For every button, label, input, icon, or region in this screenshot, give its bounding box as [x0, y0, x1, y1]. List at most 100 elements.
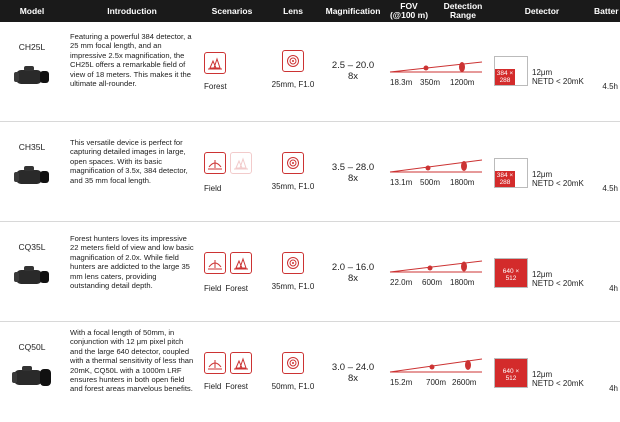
detector-pitch: 12μm	[532, 370, 553, 379]
header-range-line2: Range	[450, 10, 476, 20]
forest-icon	[204, 52, 226, 74]
magnification-zoom: 8x	[347, 173, 359, 184]
model-name: CQ50L	[18, 342, 46, 352]
table-row: CQ50L With a focal length of 50mm, in co…	[0, 322, 620, 422]
fov-value: 15.2m	[390, 378, 413, 387]
lens-spec: 50mm, F1.0	[271, 382, 315, 391]
scenario-label: Forest	[225, 382, 249, 391]
scenarios-cell: Field	[200, 122, 264, 222]
magnification-cell: 2.5 – 20.0 8x	[322, 60, 384, 82]
header-fov: FOV (@100 m)	[384, 0, 434, 22]
scenario-label: Forest	[225, 284, 249, 293]
table-header: Model Introduction Scenarios Lens Magnif…	[0, 0, 620, 22]
magnification-range: 3.0 – 24.0	[331, 362, 375, 373]
model-name: CH25L	[18, 42, 46, 52]
detector-res-line1: 640 ×	[502, 268, 520, 275]
scenario-labels: Forest	[204, 82, 227, 91]
header-introduction: Introduction	[107, 5, 157, 16]
range-mid: 350m	[420, 78, 441, 87]
detector-diagram: 384 × 288	[494, 158, 528, 188]
detection-cone-icon	[389, 61, 483, 73]
scenario-label: Field	[204, 184, 222, 193]
detector-cell: 384 × 288 12μm NETD < 20mK	[492, 22, 592, 122]
detector-specs: 12μm NETD < 20mK	[532, 370, 584, 388]
scenarios-cell: Field Forest	[200, 322, 264, 422]
header-battery: Batter	[594, 5, 619, 16]
header-detection-range: Detection Range	[434, 0, 492, 22]
model-name: CQ35L	[18, 242, 46, 252]
scenarios-cell: Field Forest	[200, 222, 264, 322]
battery-value: 4.5h	[602, 184, 618, 193]
scenario-labels: Field Forest	[204, 284, 248, 293]
lens-icon	[282, 152, 304, 174]
scenario-label: Field	[204, 284, 222, 293]
fov-range-cell: 15.2m 700m 2600m	[386, 322, 488, 422]
battery-value: 4h	[609, 384, 618, 393]
forest-icon	[230, 252, 252, 274]
lens-icon	[282, 252, 304, 274]
detector-diagram: 640 × 512	[494, 358, 528, 388]
detector-res-line2: 512	[505, 275, 517, 282]
scenario-icons	[204, 52, 226, 74]
magnification-zoom: 8x	[347, 273, 359, 284]
detector-specs: 12μm NETD < 20mK	[532, 170, 584, 188]
intro-text: Forest hunters loves its impressive 22 m…	[70, 234, 194, 291]
lens-cell: 35mm, F1.0	[264, 252, 322, 291]
monocular-icon	[14, 166, 49, 184]
range-mid: 500m	[420, 178, 441, 187]
range-mid: 600m	[422, 278, 443, 287]
header-magnification: Magnification	[325, 5, 381, 16]
model-cell: CH25L	[0, 22, 64, 92]
detector-diagram: 384 × 288	[494, 56, 528, 86]
header-model: Model	[19, 5, 45, 16]
detection-cone-icon	[389, 358, 483, 373]
scenario-icons	[204, 252, 252, 274]
table-row: CQ35L Forest hunters loves its impressiv…	[0, 222, 620, 322]
header-lens: Lens	[283, 5, 303, 16]
detector-res-line2: 288	[499, 77, 511, 84]
intro-text: This versatile device is perfect for cap…	[70, 138, 188, 185]
scenario-labels: Field	[204, 184, 221, 193]
detector-netd: NETD < 20mK	[532, 379, 584, 388]
field-icon	[204, 352, 226, 374]
fov-value: 13.1m	[390, 178, 413, 187]
range-max: 1800m	[450, 178, 475, 187]
model-name: CH35L	[18, 142, 46, 152]
detector-cell: 640 × 512 12μm NETD < 20mK	[492, 222, 592, 322]
header-fov-unit: (@100 m)	[389, 10, 429, 20]
intro-text: With a focal length of 50mm, in conjunct…	[70, 328, 194, 394]
magnification-cell: 3.5 – 28.0 8x	[322, 162, 384, 184]
model-cell: CH35L	[0, 122, 64, 192]
battery-value: 4.5h	[602, 82, 618, 91]
forest-icon	[230, 352, 252, 374]
battery-value: 4h	[609, 284, 618, 293]
lens-spec: 25mm, F1.0	[271, 80, 315, 89]
range-max: 1200m	[450, 78, 475, 87]
detector-netd: NETD < 20mK	[532, 279, 584, 288]
detector-chip: 640 × 512	[495, 259, 527, 287]
fov-range-cell: 18.3m 350m 1200m	[386, 22, 488, 122]
scenario-label: Forest	[204, 82, 227, 91]
detector-netd: NETD < 20mK	[532, 179, 584, 188]
detector-res-line1: 384 ×	[496, 70, 514, 77]
magnification-range: 2.5 – 20.0	[331, 60, 375, 71]
header-range-line1: Detection	[443, 1, 483, 11]
monocular-icon	[14, 266, 49, 284]
detector-chip: 640 × 512	[495, 359, 527, 387]
fov-value: 22.0m	[390, 278, 413, 287]
intro-text: Featuring a powerful 384 detector, a 25 …	[70, 32, 192, 89]
magnification-range: 2.0 – 16.0	[331, 262, 375, 273]
detector-netd: NETD < 20mK	[532, 77, 584, 86]
lens-spec: 35mm, F1.0	[271, 282, 315, 291]
detector-chip: 384 × 288	[495, 69, 515, 85]
detector-pitch: 12μm	[532, 68, 553, 77]
model-cell: CQ50L	[0, 322, 64, 392]
detector-res-line1: 384 ×	[496, 172, 514, 179]
header-scenarios: Scenarios	[211, 5, 253, 16]
range-max: 1800m	[450, 278, 475, 287]
detection-cone-icon	[389, 159, 483, 173]
range-max: 2600m	[452, 378, 477, 387]
lens-cell: 50mm, F1.0	[264, 352, 322, 391]
monocular-icon	[12, 366, 51, 386]
